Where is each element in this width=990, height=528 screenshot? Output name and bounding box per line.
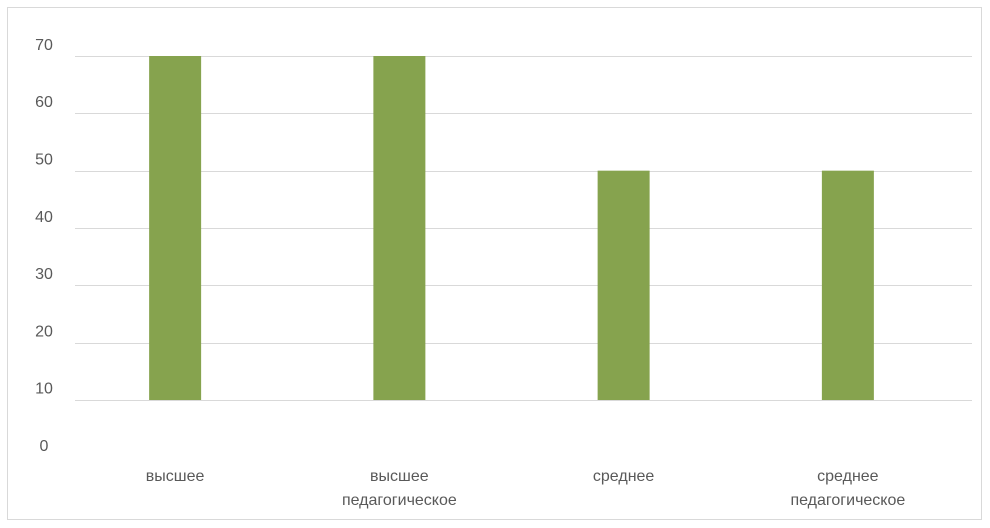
y-tick-label-40: 40 [35,209,53,226]
bar-3 [597,170,650,400]
x-category-label-4: среднее педагогическое [790,468,905,509]
y-tick-label-10: 10 [35,381,53,398]
bar-4 [821,170,874,400]
y-tick-label-20: 20 [35,323,53,340]
x-category-label-1: высшее [146,468,205,485]
y-tick-label-70: 70 [35,37,53,54]
y-tick-label-0: 0 [40,438,49,455]
x-category-label-3: среднее [593,468,655,485]
bar-1 [149,56,202,400]
x-category-label-2: высшее педагогическое [342,468,457,509]
y-tick-label-30: 30 [35,266,53,283]
y-tick-label-50: 50 [35,152,53,169]
y-tick-label-60: 60 [35,94,53,111]
bar-2 [373,56,426,400]
